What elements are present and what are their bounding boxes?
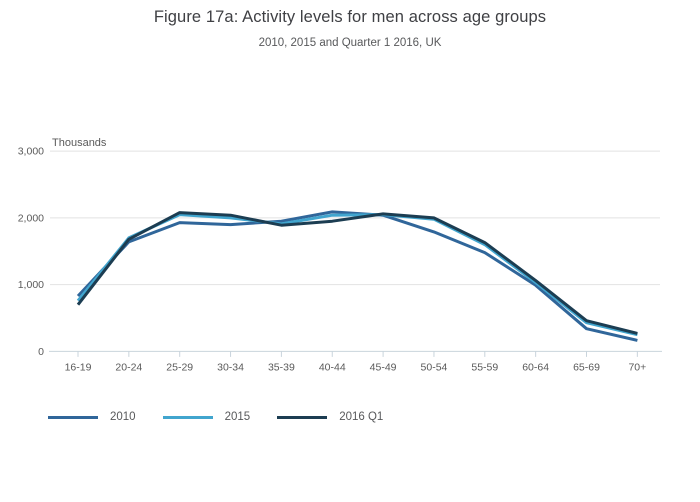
legend-label: 2010 xyxy=(110,411,136,423)
x-axis-tick-label: 45-49 xyxy=(370,361,397,373)
legend-item-2010: 2010 xyxy=(48,411,136,423)
y-axis-tick-label: 1,000 xyxy=(18,279,44,291)
chart-title: Figure 17a: Activity levels for men acro… xyxy=(153,8,547,26)
legend-label: 2015 xyxy=(224,411,251,423)
x-axis-tick-label: 60-64 xyxy=(522,361,549,373)
legend-line-swatch-2015 xyxy=(162,415,213,419)
legend-line-swatch-2010 xyxy=(48,415,98,419)
chart-subtitle: 2010, 2015 and Quarter 1 2016, UK xyxy=(258,37,442,49)
chart-plot-area: 0 1,000 2,000 3,000 Thousands 16-19 20-24 25-29… xyxy=(0,130,700,390)
legend-item-2016-q1: 2016 Q1 xyxy=(277,411,383,423)
legend-item-2015: 2015 xyxy=(162,411,251,423)
y-axis-tick-label: 0 xyxy=(38,346,44,358)
y-axis-tick-label: 3,000 xyxy=(18,146,44,158)
series-line-2016-q1 xyxy=(76,211,638,335)
series-line-2010 xyxy=(76,210,638,342)
x-axis-tick-label: 50-54 xyxy=(421,361,448,373)
x-axis-tick-label: 25-29 xyxy=(166,361,193,373)
x-axis-tick-label: 35-39 xyxy=(268,361,295,373)
chart-svg: 0 1,000 2,000 3,000 Thousands 16-19 20-24 25-29… xyxy=(18,137,662,373)
y-axis-unit-label: Thousands xyxy=(52,137,107,149)
legend-line-swatch-2016-q1 xyxy=(277,415,328,419)
chart-header: Figure 17a: Activity levels for men acro… xyxy=(0,0,700,49)
x-axis-tick-label: 70+ xyxy=(628,361,646,373)
x-axis-tick-label: 30-34 xyxy=(217,361,244,373)
x-axis-tick-label: 20-24 xyxy=(115,361,142,373)
series-line-2015 xyxy=(76,213,638,337)
x-axis-tick-label: 40-44 xyxy=(319,361,346,373)
legend: 2010 2015 2016 Q1 xyxy=(48,406,410,428)
legend-label: 2016 Q1 xyxy=(339,411,384,423)
x-axis-tick-label: 16-19 xyxy=(65,361,92,373)
x-axis-tick-label: 65-69 xyxy=(573,361,600,373)
y-axis-tick-label: 2,000 xyxy=(18,212,44,224)
x-axis-tick-label: 55-59 xyxy=(471,361,498,373)
